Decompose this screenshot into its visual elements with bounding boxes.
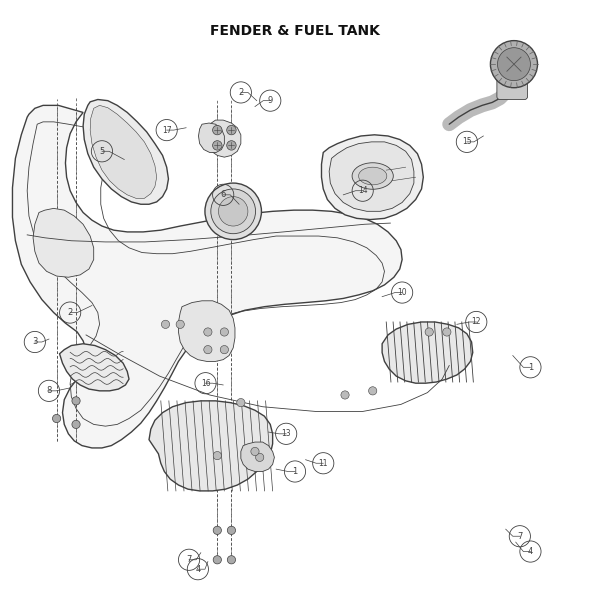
Polygon shape — [178, 301, 235, 362]
Circle shape — [497, 48, 530, 81]
FancyBboxPatch shape — [497, 70, 527, 100]
Circle shape — [72, 420, 80, 428]
Polygon shape — [241, 442, 274, 472]
Polygon shape — [12, 105, 402, 448]
Text: 7: 7 — [186, 555, 192, 565]
Text: 5: 5 — [99, 147, 104, 156]
Polygon shape — [33, 208, 94, 277]
Circle shape — [341, 391, 349, 399]
Circle shape — [72, 397, 80, 405]
Text: 9: 9 — [268, 96, 273, 105]
Circle shape — [442, 328, 451, 336]
Circle shape — [212, 125, 222, 135]
Text: 3: 3 — [32, 337, 38, 346]
Polygon shape — [90, 105, 157, 199]
Polygon shape — [382, 322, 473, 383]
Text: 15: 15 — [462, 137, 471, 147]
Circle shape — [227, 526, 235, 535]
Circle shape — [212, 141, 222, 150]
Text: 16: 16 — [201, 379, 211, 388]
Text: 11: 11 — [319, 459, 328, 468]
Text: 8: 8 — [46, 386, 52, 395]
Polygon shape — [322, 135, 423, 219]
Text: 6: 6 — [221, 191, 226, 199]
Circle shape — [227, 125, 236, 135]
Circle shape — [490, 40, 537, 88]
Circle shape — [425, 328, 433, 336]
Circle shape — [213, 526, 221, 535]
Text: FENDER & FUEL TANK: FENDER & FUEL TANK — [210, 24, 380, 38]
Text: 12: 12 — [471, 318, 481, 326]
Circle shape — [369, 387, 377, 395]
Polygon shape — [60, 344, 129, 391]
Polygon shape — [198, 123, 224, 153]
Circle shape — [176, 320, 184, 329]
Text: 1: 1 — [293, 467, 297, 476]
Circle shape — [213, 555, 221, 564]
Circle shape — [227, 555, 235, 564]
Circle shape — [162, 320, 170, 329]
Circle shape — [205, 183, 261, 240]
Circle shape — [204, 346, 212, 354]
Circle shape — [213, 452, 221, 459]
Circle shape — [220, 346, 228, 354]
Polygon shape — [149, 401, 273, 491]
Circle shape — [211, 189, 255, 233]
Circle shape — [227, 141, 236, 150]
Polygon shape — [206, 120, 241, 157]
Text: 4: 4 — [528, 547, 533, 556]
Circle shape — [204, 328, 212, 336]
Text: 4: 4 — [195, 565, 201, 574]
Circle shape — [251, 447, 259, 456]
Polygon shape — [329, 142, 414, 211]
Text: 1: 1 — [528, 363, 533, 372]
Ellipse shape — [352, 163, 394, 189]
Circle shape — [255, 453, 264, 461]
Ellipse shape — [359, 167, 387, 185]
Text: 2: 2 — [67, 308, 73, 317]
Text: 17: 17 — [162, 126, 172, 134]
Circle shape — [53, 414, 61, 423]
Text: 2: 2 — [238, 88, 244, 97]
Text: 10: 10 — [397, 288, 407, 297]
Polygon shape — [83, 100, 169, 204]
Text: 7: 7 — [517, 532, 523, 541]
Circle shape — [218, 197, 248, 226]
Circle shape — [220, 328, 228, 336]
Text: 14: 14 — [358, 186, 368, 196]
Circle shape — [237, 398, 245, 407]
Text: 13: 13 — [281, 430, 291, 438]
